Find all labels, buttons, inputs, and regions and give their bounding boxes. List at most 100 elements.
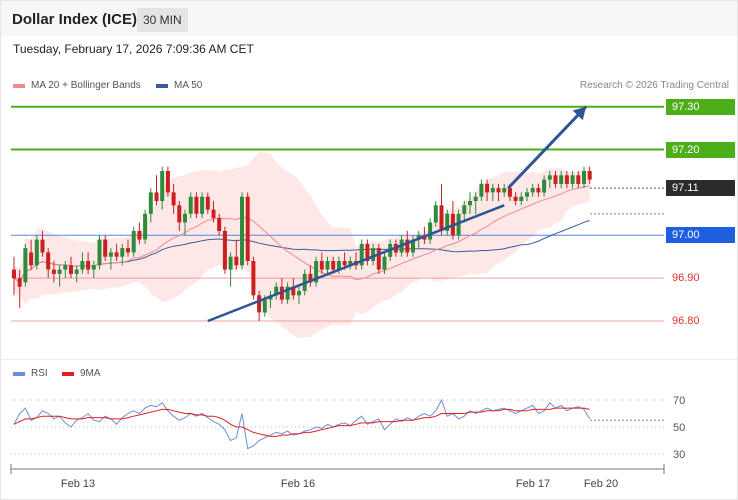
candle-body — [468, 201, 472, 206]
timeframe-badge[interactable]: 30 MIN — [137, 8, 188, 32]
candle-body — [114, 252, 119, 257]
candle-body — [17, 278, 22, 287]
forecast-arrow-head — [572, 106, 586, 121]
candle-body — [530, 188, 535, 193]
candle-body — [262, 299, 267, 313]
ma-bb-label: MA 20 + Bollinger Bands — [31, 80, 141, 91]
candle-body — [365, 243, 370, 261]
candle-body — [165, 171, 170, 193]
forecast-arrow — [507, 105, 588, 190]
ma50-label: MA 50 — [174, 80, 203, 91]
candle-body — [490, 188, 495, 193]
candle-body — [445, 213, 450, 231]
price-tag-pivot: 97.00 — [666, 227, 735, 244]
x-tick-label: Feb 13 — [61, 478, 95, 490]
ma20-line — [13, 185, 590, 284]
candle-body — [314, 261, 319, 283]
candle-body — [342, 261, 347, 266]
candle-body — [428, 222, 433, 240]
candle-body — [74, 269, 79, 274]
candle-body — [234, 256, 239, 266]
ma9-swatch — [62, 371, 74, 376]
candle-body — [103, 239, 108, 257]
candle-body — [582, 171, 586, 184]
candle-body — [325, 261, 330, 270]
x-tick-label: Feb 17 — [516, 478, 550, 490]
candle-body — [51, 269, 56, 274]
candle-body — [34, 239, 39, 266]
instrument-title: Dollar Index (ICE) — [12, 11, 138, 28]
candle-body — [97, 239, 102, 266]
candle-body — [137, 231, 142, 240]
panel-divider — [1, 359, 737, 360]
candle-body — [217, 218, 222, 231]
candle-body — [376, 248, 381, 270]
candle-body — [194, 196, 199, 214]
candle-body — [411, 239, 415, 253]
legend-rsi: RSI — [13, 368, 48, 379]
candle-body — [297, 291, 301, 296]
candle-body — [63, 265, 68, 270]
candle-body — [177, 205, 182, 223]
candle-body — [473, 196, 478, 201]
candle-body — [519, 196, 524, 201]
timestamp: Tuesday, February 17, 2026 7:09:36 AM CE… — [13, 42, 254, 56]
candle-body — [382, 256, 387, 270]
candle-body — [496, 188, 501, 193]
candle-body — [240, 196, 244, 266]
candle-body — [285, 286, 290, 300]
candle-body — [205, 196, 210, 210]
candle-body — [143, 213, 148, 240]
candle-body — [479, 183, 484, 197]
rsi-swatch — [13, 371, 25, 376]
candle-body — [154, 192, 159, 201]
candle-body — [576, 175, 581, 184]
candle-body — [553, 175, 558, 184]
candle-body — [525, 192, 529, 197]
candle-body — [507, 188, 512, 197]
candle-body — [200, 196, 205, 214]
ma50-swatch — [156, 83, 168, 88]
candle-body — [536, 188, 541, 193]
candle-body — [331, 261, 336, 270]
candle-body — [69, 265, 73, 274]
bollinger-band — [14, 152, 590, 339]
price-tag-support: 96.90 — [672, 272, 700, 285]
candle-body — [336, 261, 341, 270]
candle-body — [183, 213, 187, 223]
candle-body — [46, 252, 51, 270]
candle-body — [456, 213, 461, 236]
support-trendline — [207, 204, 505, 323]
candle-body — [257, 295, 262, 313]
candle-body — [587, 171, 592, 180]
candle-body — [439, 205, 444, 231]
credit-text: Research © 2026 Trading Central — [579, 80, 729, 91]
candle-body — [348, 261, 353, 266]
ma9-label: 9MA — [80, 368, 101, 379]
candle-body — [564, 175, 569, 184]
candle-body — [12, 269, 16, 279]
rsi-ma9-line — [13, 407, 590, 437]
candle-body — [126, 248, 130, 253]
price-tag-support: 96.80 — [672, 315, 700, 327]
candle-body — [462, 205, 467, 214]
candle-body — [228, 256, 233, 270]
candle-body — [148, 192, 153, 214]
legend-ma50: MA 50 — [156, 80, 202, 91]
legend-9ma: 9MA — [62, 368, 101, 379]
price-tag-last: 97.11 — [666, 180, 735, 197]
candle-body — [131, 231, 136, 253]
rsi-label: RSI — [31, 368, 48, 379]
candle-body — [485, 183, 490, 193]
candle-body — [222, 231, 227, 270]
candle-body — [188, 196, 193, 214]
x-tick-label: Feb 20 — [584, 478, 618, 490]
rsi-tick-label: 30 — [673, 449, 685, 461]
candle-body — [23, 248, 28, 283]
rsi-line — [13, 398, 591, 450]
candle-body — [80, 261, 85, 270]
price-tag-resistance: 97.20 — [666, 141, 735, 158]
candle-body — [405, 239, 410, 253]
candle-body — [274, 286, 279, 296]
